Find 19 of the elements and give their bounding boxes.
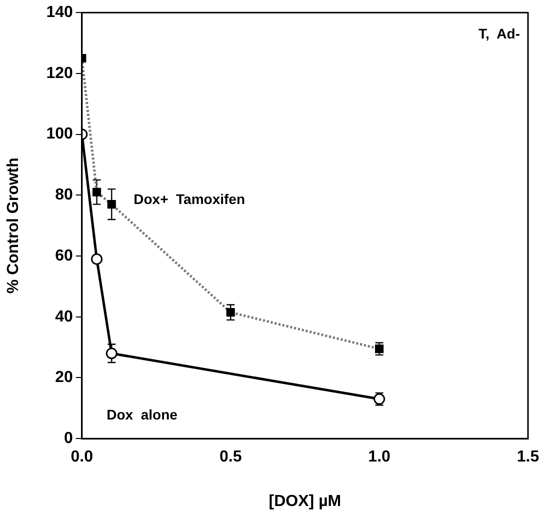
- y-tick-label: 20: [55, 369, 73, 386]
- y-tick-label: 140: [46, 4, 73, 22]
- x-tick-label: 0.5: [219, 448, 242, 466]
- point: [106, 348, 118, 360]
- y-tick-label: 120: [46, 64, 73, 82]
- x-tick-label: 1.0: [368, 448, 391, 466]
- y-tick-label: 80: [55, 186, 73, 204]
- y-tick-label: 0: [64, 430, 73, 448]
- annotation: T, Ad-: [478, 25, 520, 42]
- y-axis-title: % Control Growth: [5, 158, 22, 294]
- x-tick-label: 1.5: [516, 448, 540, 466]
- y-tick-label: 60: [55, 247, 73, 264]
- y-tick-label: 40: [55, 308, 73, 326]
- y-tick-label: 100: [46, 126, 73, 143]
- x-tick-label: 0.0: [70, 448, 94, 466]
- text: Dox alone: [106, 406, 178, 422]
- series-label: Dox+ Tamoxifen: [134, 191, 246, 208]
- x-axis-title: [DOX] µM: [268, 492, 342, 510]
- point: [91, 253, 103, 265]
